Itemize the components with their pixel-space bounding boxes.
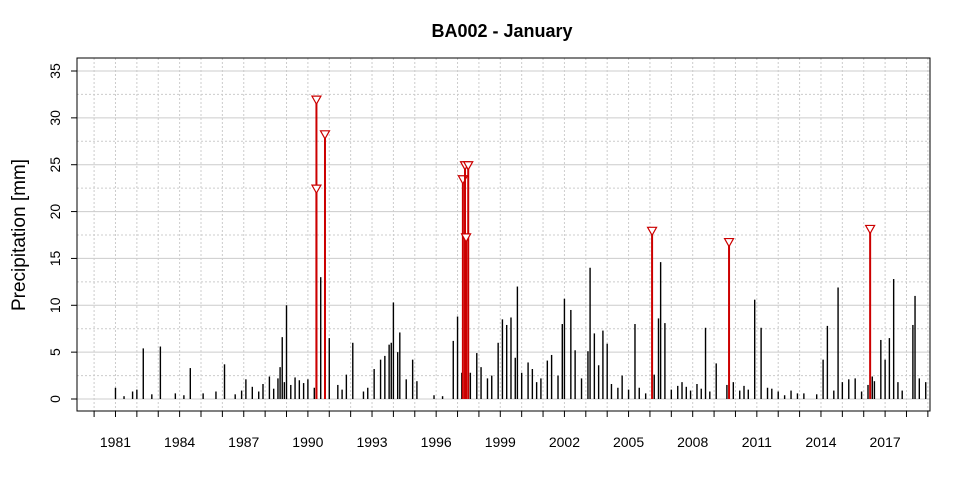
y-tick-label: 0 [47, 395, 63, 403]
extreme-marker [460, 233, 472, 244]
y-tick-label: 10 [47, 297, 63, 313]
x-tick-label: 1981 [100, 434, 131, 450]
plot-frame [76, 57, 931, 412]
x-tick-label: 1990 [292, 434, 323, 450]
x-tick-label: 2017 [870, 434, 901, 450]
y-tick-label: 30 [47, 110, 63, 126]
y-axis-label: Precipitation [mm] [9, 159, 30, 311]
y-tick-label: 35 [47, 63, 63, 79]
extreme-marker [457, 175, 469, 185]
x-tick-label: 1984 [164, 434, 195, 450]
extreme-markers [310, 95, 876, 399]
x-tick-label: 1996 [421, 434, 452, 450]
x-tick-label: 2014 [805, 434, 836, 450]
axes: 0 5 10 15 20 25 30 35 1981 1984 1987 1990 1993 1996 19… [47, 63, 929, 450]
x-tick-label: 2011 [742, 434, 772, 450]
y-tick-label: 20 [47, 204, 63, 220]
x-tick-label: 2005 [613, 434, 644, 450]
extreme-marker [864, 224, 876, 235]
x-tick-label: 1993 [356, 434, 387, 450]
y-tick-label: 15 [47, 250, 63, 266]
y-tick-label: 25 [47, 157, 63, 173]
extreme-marker [723, 237, 735, 248]
y-tick-label: 5 [47, 348, 63, 356]
x-tick-label: 1999 [485, 434, 516, 450]
extreme-marker [310, 184, 322, 195]
x-tick-label: 2002 [549, 434, 580, 450]
extreme-marker [462, 161, 474, 171]
x-tick-label: 1987 [228, 434, 259, 450]
extreme-marker [319, 130, 331, 141]
x-tick-label: 2008 [677, 434, 708, 450]
extreme-marker [646, 226, 658, 237]
grid [77, 58, 930, 411]
chart-title: BA002 - January [431, 21, 572, 41]
extreme-marker [310, 95, 322, 106]
precipitation-bars [114, 262, 927, 399]
